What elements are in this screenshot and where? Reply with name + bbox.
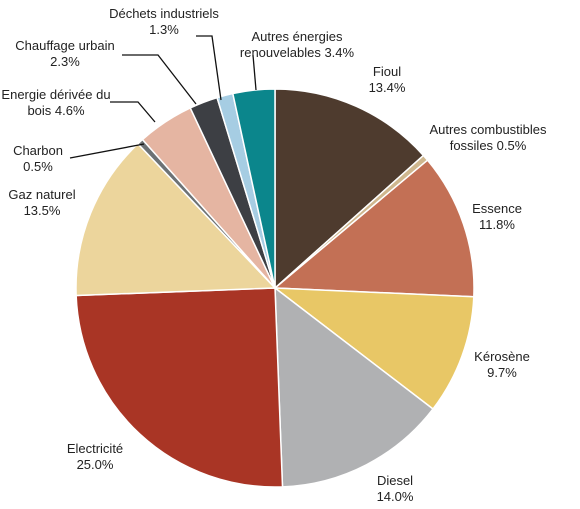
label-essence: Essence 11.8% (472, 201, 522, 232)
label-autres-combustibles-fossiles: Autres combustibles fossiles 0.5% (429, 122, 547, 153)
label-chauffage-urbain: Chauffage urbain 2.3% (15, 38, 115, 69)
label-charbon: Charbon 0.5% (13, 143, 63, 174)
slice-electricite (75, 287, 284, 488)
leader-line-dechets-industriels (196, 35, 222, 101)
label-kerosene: Kérosène 9.7% (474, 349, 530, 380)
pie-slices (75, 88, 475, 488)
slice-fioul (274, 88, 425, 289)
label-dechets-industriels: Déchets industriels 1.3% (109, 6, 219, 37)
slice-gaz-naturel (75, 143, 276, 297)
leader-lines (69, 35, 257, 159)
label-gaz-naturel: Gaz naturel 13.5% (8, 187, 75, 218)
leader-line-charbon (69, 143, 145, 159)
slice-kerosene (274, 287, 475, 410)
leader-line-autres-energies-renouvelables (252, 54, 257, 91)
slice-diesel (274, 287, 434, 488)
slice-autres-energies-renouvelables (232, 88, 276, 289)
label-fioul: Fioul 13.4% (369, 64, 406, 95)
leader-line-chauffage-urbain (122, 54, 197, 105)
label-autres-energies-renouvelables: Autres énergies renouvelables 3.4% (240, 29, 355, 60)
label-energie-derivee-du-bois: Energie dérivée du bois 4.6% (1, 87, 110, 118)
slice-labels: Fioul 13.4% Autres combustibles fossiles 0.… (1, 6, 547, 504)
label-diesel: Diesel 14.0% (377, 473, 414, 504)
label-electricite: Electricité 25.0% (67, 441, 123, 472)
leader-line-energie-derivee-du-bois (110, 101, 156, 123)
slice-essence (274, 159, 475, 298)
